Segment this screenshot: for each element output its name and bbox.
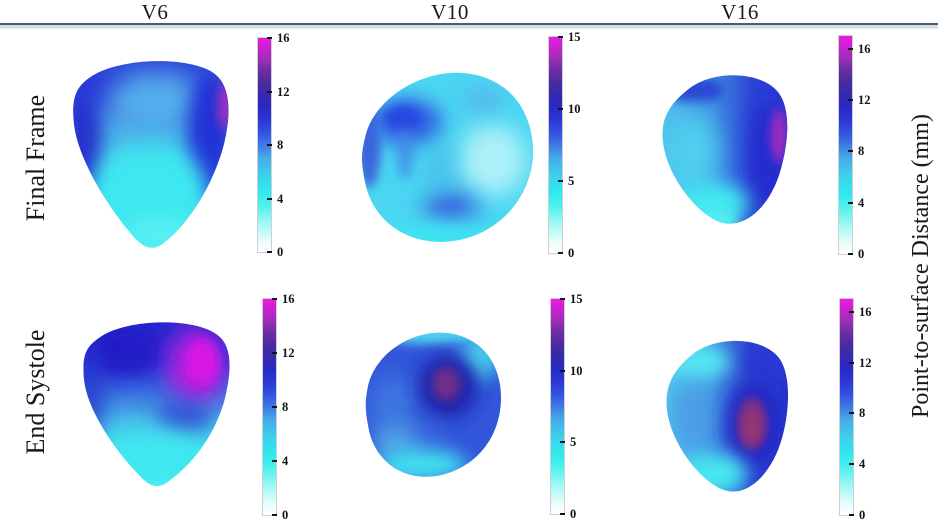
colorbar-final-frame-v10: 15 10 5 0 (548, 30, 589, 260)
colorbar-tick-mark (848, 201, 853, 204)
colorbar-final-frame-v6: 16 12 8 4 0 (257, 31, 298, 259)
colorbar-ticks: 15 10 5 0 (551, 292, 591, 521)
header-rule-light (0, 24, 938, 29)
colorbar-tick-label: 0 (570, 507, 577, 521)
colorbar-tick-label: 0 (568, 246, 575, 260)
colorbar-tick-mark (272, 298, 277, 300)
colorbar-tick-label: 12 (859, 355, 872, 370)
surface-render-final-frame-v16 (662, 75, 788, 224)
colorbar-tick-mark (272, 514, 277, 516)
colorbar-tick-mark (848, 150, 853, 153)
colorbar-tick-label: 10 (568, 101, 581, 116)
colorbar-tick-label: 0 (282, 508, 289, 522)
colorbar-tick-label: 8 (858, 144, 865, 159)
colorbar-tick-mark (272, 406, 277, 408)
colorbar-tick-mark (267, 90, 272, 93)
colorbar-tick-label: 12 (858, 93, 871, 108)
colorbar-tick-mark (267, 197, 272, 200)
colorbar-tick-mark (849, 310, 854, 313)
colorbar-tick-label: 4 (282, 454, 289, 468)
colorbar-tick-label: 4 (858, 195, 865, 210)
colorbar-tick-label: 0 (859, 508, 866, 522)
colorbar-ticks: 16 12 8 4 0 (839, 36, 879, 261)
surface-render-end-systole-v16 (666, 340, 789, 492)
colorbar-final-frame-v16: 16 12 8 4 0 (838, 35, 879, 261)
colorbar-tick-label: 5 (570, 435, 577, 450)
colorbar-gradient (838, 35, 853, 255)
colorbar-tick-label: 5 (568, 173, 575, 188)
colorbar-end-systole-v6: 16 12 8 4 0 (262, 292, 303, 522)
colorbar-ticks: 16 12 8 4 0 (840, 299, 880, 522)
colorbar-tick-mark (849, 412, 854, 415)
colorbar-tick-mark (849, 361, 854, 364)
colorbar-tick-label: 10 (570, 363, 583, 378)
colorbar-tick-mark (272, 460, 277, 462)
colorbar-tick-label: 0 (858, 247, 865, 261)
colorbar-tick-label: 16 (858, 41, 871, 56)
colorbar-ticks: 15 10 5 0 (549, 30, 589, 260)
colorbar-gradient (839, 298, 854, 516)
colorbar-ticks: 16 12 8 4 0 (263, 292, 303, 522)
colorbar-tick-label: 4 (277, 191, 284, 206)
colorbar-tick-mark (848, 99, 853, 102)
surface-render-end-systole-v10 (365, 332, 501, 477)
header-rule-dark (0, 23, 938, 25)
column-header-v16: V16 (721, 0, 759, 24)
colorbar-tick-mark (848, 253, 853, 255)
colorbar-tick-mark (267, 37, 272, 39)
colorbar-tick-label: 4 (859, 457, 866, 472)
colorbar-tick-mark (560, 441, 565, 444)
colorbar-tick-label: 12 (277, 84, 290, 99)
colorbar-tick-mark (272, 352, 277, 354)
row-label-end-systole: End Systole (21, 329, 50, 455)
colorbar-tick-mark (267, 251, 272, 253)
colorbar-gradient (548, 36, 563, 254)
colorbar-tick-label: 8 (282, 400, 289, 414)
colorbar-tick-mark (558, 179, 563, 182)
colorbar-tick-mark (560, 369, 565, 372)
surface-render-final-frame-v10 (362, 72, 534, 242)
colorbar-tick-mark (560, 513, 565, 515)
colorbar-end-systole-v16: 16 12 8 4 0 (839, 298, 880, 522)
colorbar-tick-mark (849, 463, 854, 466)
colorbar-tick-label: 8 (859, 406, 866, 421)
colorbar-tick-label: 15 (568, 30, 581, 44)
surface-render-end-systole-v6 (83, 322, 230, 487)
colorbar-tick-mark (558, 36, 563, 38)
colorbar-tick-mark (560, 298, 565, 300)
surface-render-final-frame-v6 (73, 61, 229, 248)
row-label-final-frame: Final Frame (21, 94, 50, 222)
colorbar-tick-label: 0 (277, 245, 284, 259)
colorbar-tick-mark (558, 252, 563, 254)
colorbar-tick-label: 16 (282, 292, 295, 306)
column-header-v6: V6 (141, 0, 169, 24)
colorbar-tick-label: 16 (277, 31, 290, 45)
colorbar-tick-mark (848, 47, 853, 50)
colorbar-axis-label: Point-to-surface Distance (mm) (908, 114, 934, 418)
colorbar-gradient (550, 298, 565, 515)
colorbar-tick-mark (558, 107, 563, 110)
colorbar-tick-label: 15 (570, 292, 583, 306)
colorbar-tick-mark (267, 144, 272, 146)
colorbar-ticks: 16 12 8 4 0 (258, 31, 298, 259)
colorbar-tick-label: 8 (277, 138, 284, 152)
column-header-v10: V10 (431, 0, 469, 24)
colorbar-end-systole-v10: 15 10 5 0 (550, 292, 591, 521)
colorbar-tick-label: 12 (282, 346, 295, 360)
colorbar-tick-mark (849, 514, 854, 516)
colorbar-tick-label: 16 (859, 304, 872, 319)
